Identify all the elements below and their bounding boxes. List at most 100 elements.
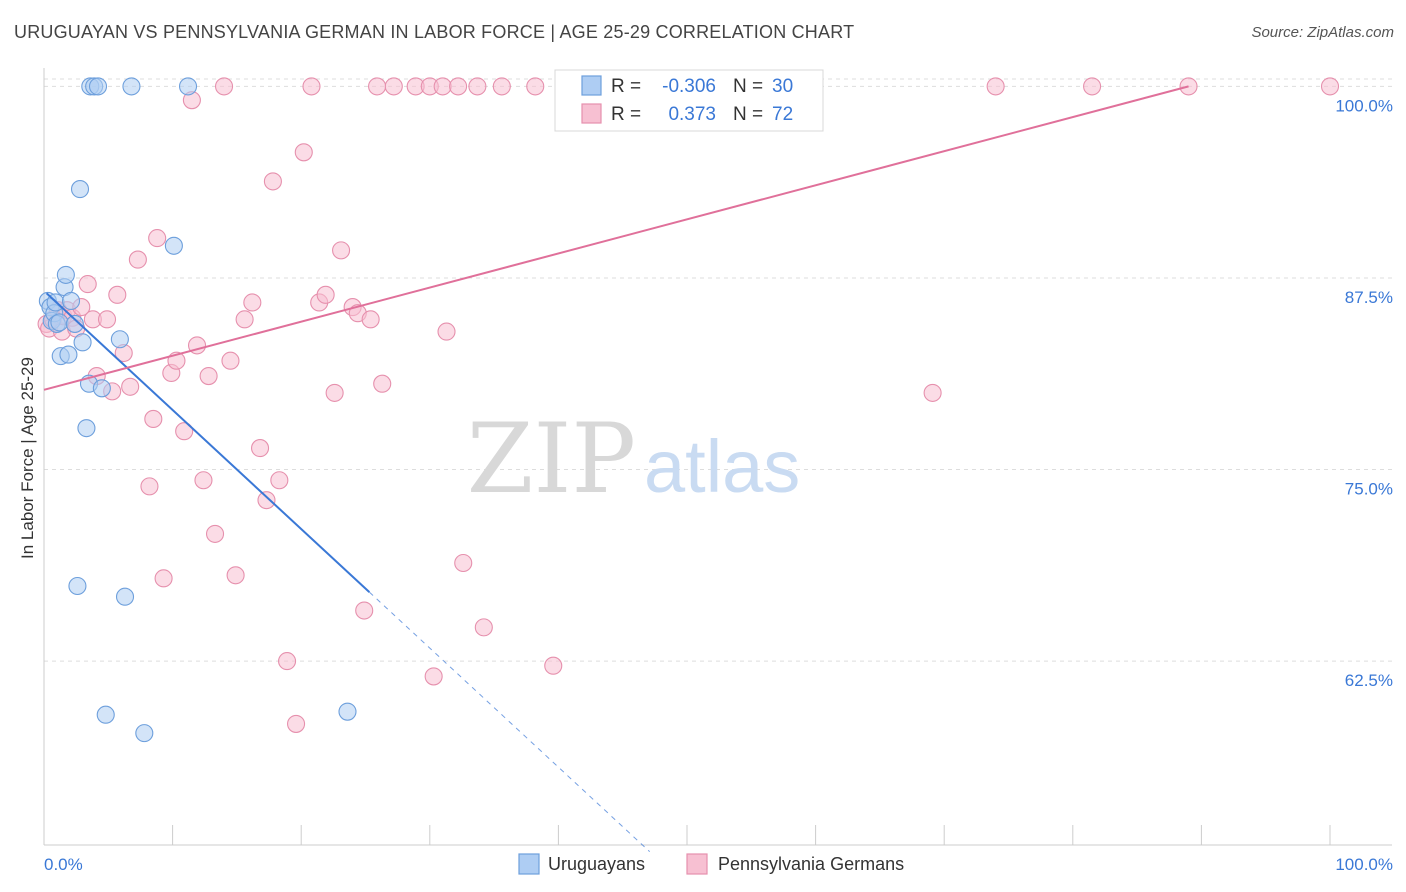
point-pennsylvania-german	[384, 77, 403, 96]
point-uruguayan	[56, 265, 75, 284]
point-pennsylvania-german	[194, 471, 213, 490]
point-pennsylvania-german	[361, 310, 380, 329]
point-pennsylvania-german	[437, 322, 456, 341]
point-pennsylvania-german	[226, 566, 245, 585]
point-pennsylvania-german	[205, 524, 225, 543]
point-uruguayan	[88, 77, 108, 96]
point-pennsylvania-german	[492, 77, 511, 96]
point-pennsylvania-german	[325, 383, 344, 402]
point-pennsylvania-german	[140, 477, 159, 496]
series-legend: Uruguayans Pennsylvania Germans	[518, 853, 904, 875]
watermark-zip: ZIP	[467, 403, 636, 515]
point-pennsylvania-german	[355, 601, 374, 620]
point-uruguayan	[122, 77, 141, 96]
stats-legend: R = -0.306 N = 30 R = 0.373 N = 72	[554, 69, 824, 132]
point-pennsylvania-german	[1320, 77, 1340, 96]
axes	[43, 68, 1392, 846]
stats-legend-n-label: N =	[733, 104, 763, 125]
point-uruguayan	[92, 379, 111, 398]
stats-legend-n-value: 30	[772, 76, 793, 97]
trend-lines	[43, 85, 1189, 853]
watermark-atlas: atlas	[644, 425, 800, 508]
point-pennsylvania-german	[199, 366, 218, 386]
point-uruguayan	[70, 180, 90, 199]
point-pennsylvania-german	[368, 77, 387, 96]
chart-source: Source: ZipAtlas.com	[1251, 24, 1394, 41]
point-pennsylvania-german	[923, 383, 942, 402]
point-pennsylvania-german	[97, 310, 117, 329]
point-pennsylvania-german	[235, 310, 254, 329]
point-pennsylvania-german	[454, 553, 473, 573]
point-uruguayan	[135, 724, 154, 743]
point-uruguayan	[164, 236, 183, 255]
stats-legend-swatch-uruguayans	[581, 75, 602, 96]
stats-legend-swatch-pa-germans	[581, 103, 602, 124]
point-uruguayan	[178, 77, 198, 96]
point-pennsylvania-german	[287, 714, 306, 733]
x-tick-label: 100.0%	[1335, 855, 1393, 874]
point-uruguayan	[77, 419, 96, 438]
x-tick-label: 0.0%	[44, 855, 83, 874]
y-tick-label: 62.5%	[1345, 671, 1393, 690]
stats-legend-r-value: -0.306	[662, 76, 716, 97]
point-pennsylvania-german	[424, 667, 443, 686]
point-pennsylvania-german	[270, 471, 289, 490]
point-pennsylvania-german	[121, 377, 140, 396]
stats-legend-n-label: N =	[733, 76, 763, 97]
grid-lines	[44, 78, 1392, 662]
point-pennsylvania-german	[544, 656, 563, 675]
point-uruguayan	[96, 705, 115, 724]
point-uruguayan	[61, 291, 81, 310]
point-pennsylvania-german	[257, 491, 276, 510]
tick-labels: 100.0% 87.5% 75.0% 62.5% 0.0% 100.0%	[44, 96, 1393, 874]
point-pennsylvania-german	[154, 569, 173, 588]
stats-legend-n-value: 72	[772, 104, 793, 125]
chart-title: URUGUAYAN VS PENNSYLVANIA GERMAN IN LABO…	[14, 22, 855, 42]
point-pennsylvania-german	[175, 422, 194, 441]
point-uruguayan	[73, 333, 92, 352]
watermark: ZIP atlas	[467, 403, 801, 515]
point-pennsylvania-german	[332, 241, 351, 260]
legend-label-uruguayans: Uruguayans	[548, 854, 645, 874]
point-pennsylvania-german	[449, 77, 468, 96]
point-pennsylvania-german	[250, 439, 270, 458]
trend-line-uruguayans	[45, 292, 371, 593]
point-pennsylvania-german	[263, 172, 282, 191]
point-pennsylvania-german	[373, 374, 392, 393]
y-tick-label: 87.5%	[1345, 288, 1393, 307]
data-points	[37, 77, 1340, 743]
point-pennsylvania-german	[474, 618, 493, 637]
point-uruguayan	[110, 330, 129, 349]
point-uruguayan	[65, 314, 84, 333]
point-uruguayan	[59, 345, 78, 364]
y-tick-label: 75.0%	[1345, 480, 1393, 499]
trend-line-pennsylvania-germans	[43, 85, 1189, 391]
point-pennsylvania-german	[526, 77, 545, 96]
point-pennsylvania-german	[221, 351, 240, 370]
point-pennsylvania-german	[278, 652, 297, 671]
point-pennsylvania-german	[78, 275, 97, 294]
point-pennsylvania-german	[468, 77, 487, 96]
point-pennsylvania-german	[302, 77, 321, 96]
point-pennsylvania-german	[1083, 77, 1102, 96]
point-pennsylvania-german	[433, 77, 452, 96]
legend-swatch-uruguayans	[518, 853, 540, 875]
point-pennsylvania-german	[986, 77, 1005, 96]
y-tick-label: 100.0%	[1335, 96, 1393, 115]
point-pennsylvania-german	[294, 143, 313, 162]
point-uruguayan	[115, 587, 135, 606]
point-pennsylvania-german	[243, 293, 262, 312]
point-uruguayan	[338, 702, 357, 721]
legend-label-pa-germans: Pennsylvania Germans	[718, 854, 904, 874]
point-pennsylvania-german	[108, 285, 127, 304]
point-pennsylvania-german	[144, 409, 163, 429]
point-pennsylvania-german	[214, 77, 234, 96]
point-pennsylvania-german	[148, 229, 167, 248]
legend-swatch-pa-germans	[686, 853, 708, 875]
trend-line-uruguayans-extension	[369, 591, 651, 853]
point-pennsylvania-german	[128, 250, 147, 269]
point-pennsylvania-german	[316, 285, 335, 304]
point-uruguayan	[50, 313, 69, 332]
point-uruguayan	[68, 576, 87, 596]
